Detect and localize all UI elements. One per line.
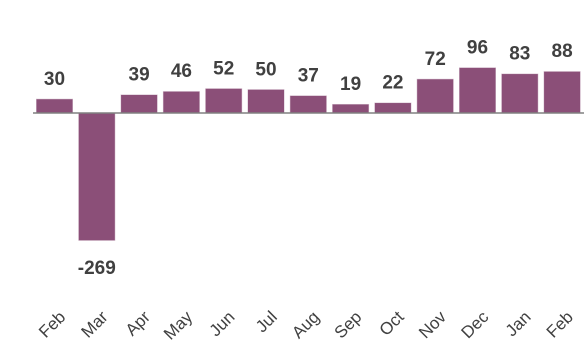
x-tick-label-4: Jun: [206, 307, 239, 340]
value-label-12: 88: [552, 41, 573, 62]
value-label-10: 96: [467, 37, 488, 58]
x-tick-label-7: Sep: [331, 307, 366, 342]
x-tick-label-2: Apr: [122, 307, 154, 339]
value-label-group: 30 -269 39 46 52 50 37 19 22 72 96 83 88: [44, 37, 573, 278]
bar-apr-2: [120, 93, 159, 114]
x-tick-label-8: Oct: [376, 307, 408, 339]
value-label-11: 83: [509, 44, 530, 65]
bar-sep-7: [331, 103, 370, 114]
x-tick-label-3: May: [160, 307, 196, 343]
value-label-1: -269: [78, 258, 116, 279]
value-label-0: 30: [44, 69, 65, 90]
value-label-6: 37: [298, 65, 319, 86]
value-label-7: 19: [340, 74, 361, 95]
bar-feb-12: [543, 70, 582, 114]
x-tick-label-11: Jan: [502, 307, 535, 340]
bar-oct-8: [373, 102, 412, 114]
value-label-8: 22: [382, 73, 403, 94]
value-label-5: 50: [255, 59, 276, 80]
bar-jun-4: [204, 87, 243, 114]
x-tick-label-10: Dec: [458, 307, 493, 342]
x-tick-label-12: Feb: [543, 307, 577, 341]
x-tick-label-1: Mar: [77, 307, 111, 341]
bar-may-3: [162, 90, 201, 114]
x-axis-tick-labels: Feb Mar Apr May Jun Jul Aug Sep Oct Nov Dec Jan Feb: [35, 307, 577, 344]
bar-nov-9: [416, 78, 455, 114]
x-tick-label-9: Nov: [415, 307, 450, 342]
x-tick-label-5: Jul: [252, 307, 281, 336]
bar-feb-0: [35, 98, 74, 114]
bar-jul-5: [247, 88, 285, 114]
x-tick-label-6: Aug: [288, 307, 323, 342]
value-label-3: 46: [171, 61, 192, 82]
bar-dec-10: [458, 66, 497, 114]
bar-aug-6: [289, 94, 328, 114]
bar-group: [35, 66, 582, 242]
x-tick-label-0: Feb: [35, 307, 69, 341]
bar-jan-11: [500, 73, 539, 114]
value-label-2: 39: [129, 64, 150, 85]
bar-mar-1: [77, 112, 116, 242]
value-label-9: 72: [425, 49, 446, 70]
value-label-4: 52: [213, 58, 234, 79]
